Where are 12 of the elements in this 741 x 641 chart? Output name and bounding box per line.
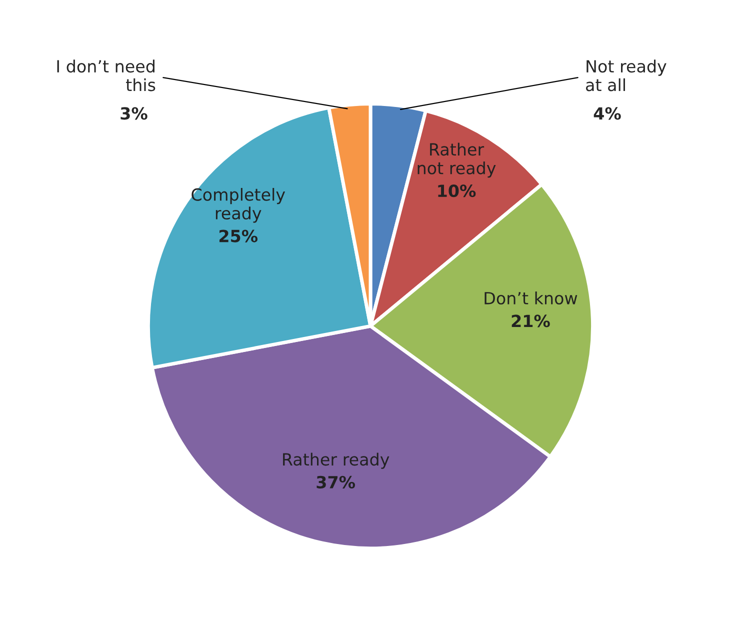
slice-label: Don’t know: [484, 292, 578, 304]
slice-label: Not ready at all: [586, 60, 666, 92]
data-label: 25%: [219, 230, 258, 242]
slice-label: Rather ready: [283, 452, 390, 469]
data-label: 21%: [512, 314, 550, 328]
data-label: 37%: [316, 476, 355, 488]
data-label: 3%: [120, 107, 148, 120]
data-label: 4%: [594, 107, 621, 120]
slice-label: Rather not ready: [418, 142, 496, 178]
slice-label: I don’t need this: [57, 60, 156, 92]
slice-label: Completely ready: [192, 188, 286, 223]
data-label: 10%: [438, 184, 476, 198]
